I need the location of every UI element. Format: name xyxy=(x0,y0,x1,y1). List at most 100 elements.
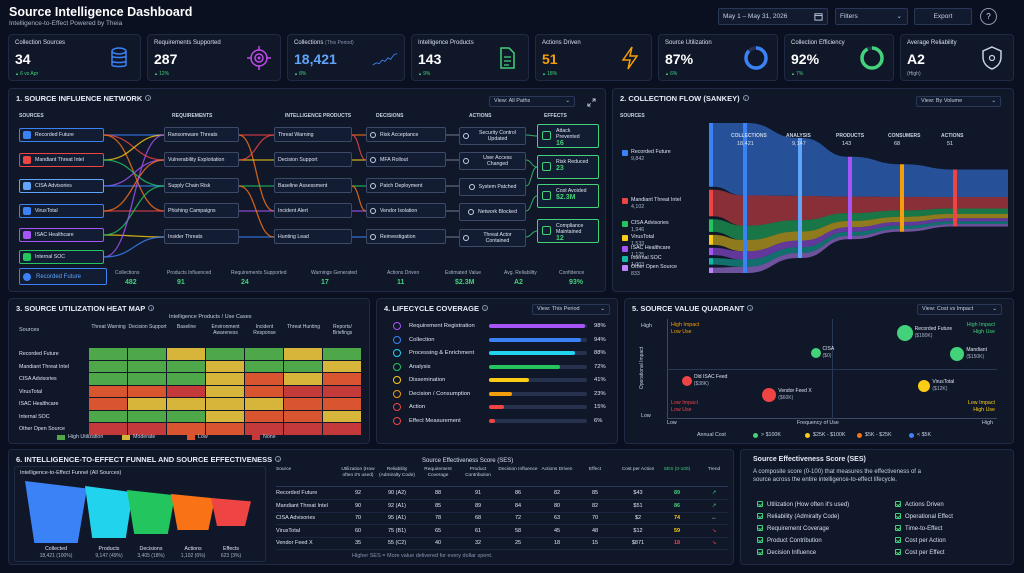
heatmap-cell[interactable] xyxy=(128,385,166,397)
source-node[interactable]: CISA Advisories xyxy=(19,179,104,193)
quadrant-view-select[interactable]: View: Cost vs Impact ⌄ xyxy=(917,304,1002,315)
quadrant-point[interactable] xyxy=(950,347,965,361)
heatmap-cell[interactable] xyxy=(89,423,127,435)
table-row[interactable] xyxy=(276,488,728,500)
table-row[interactable] xyxy=(276,538,728,550)
heatmap-cell[interactable] xyxy=(245,373,283,385)
info-icon[interactable]: i xyxy=(747,305,754,311)
heatmap-cell[interactable] xyxy=(128,348,166,360)
effect-node[interactable]: Risk Reduced 23 xyxy=(537,155,599,179)
kpi-card[interactable]: Collection Efficiency 92% ▲ 7% xyxy=(784,34,894,81)
decision-node[interactable]: Patch Deployment xyxy=(366,178,446,193)
quadrant-point[interactable] xyxy=(810,348,821,358)
action-node[interactable]: System Patched xyxy=(459,178,526,196)
quadrant-point[interactable] xyxy=(762,388,777,402)
table-row[interactable] xyxy=(276,513,728,525)
heatmap-cell[interactable] xyxy=(245,398,283,410)
effect-node[interactable]: Attack Prevented 16 xyxy=(537,124,599,148)
date-range-picker[interactable]: May 1 – May 31, 2026 xyxy=(718,8,828,25)
heatmap-cell[interactable] xyxy=(245,360,283,372)
expand-icon[interactable] xyxy=(587,98,596,107)
source-node[interactable]: Internal SOC xyxy=(19,250,104,264)
effect-node[interactable]: Cost Avoided $2.3M xyxy=(537,184,599,208)
heatmap-cell[interactable] xyxy=(89,398,127,410)
filters-dropdown[interactable]: Filters ⌄ xyxy=(835,8,908,25)
heatmap-cell[interactable] xyxy=(323,410,361,422)
heatmap-cell[interactable] xyxy=(323,360,361,372)
sankey-view-select[interactable]: View: By Volume ⌄ xyxy=(916,96,1001,107)
kpi-card[interactable]: Average Reliability A2 (High) xyxy=(900,34,1014,81)
source-node[interactable]: VirusTotal xyxy=(19,204,104,218)
source-node[interactable]: Mandiant Threat Intel xyxy=(19,153,104,167)
heatmap-cell[interactable] xyxy=(245,410,283,422)
product-node[interactable]: Decision Support xyxy=(274,152,352,167)
heatmap-cell[interactable] xyxy=(167,423,205,435)
effect-node[interactable]: Compliance Maintained 12 xyxy=(537,219,599,243)
kpi-card[interactable]: Collections (This Period) 18,421 ▲ 8% xyxy=(287,34,405,81)
funnel-stage[interactable] xyxy=(85,486,133,538)
heatmap-cell[interactable] xyxy=(167,348,205,360)
funnel-stage[interactable] xyxy=(211,498,251,526)
kpi-card[interactable]: Source Utilization 87% ▲ 6% xyxy=(658,34,778,81)
kpi-card[interactable]: Collection Sources 34 ▲ 6 vs Apr xyxy=(8,34,141,81)
lifecycle-view-select[interactable]: View: This Period ⌄ xyxy=(532,304,610,315)
heatmap-cell[interactable] xyxy=(89,410,127,422)
info-icon[interactable]: i xyxy=(742,95,749,101)
table-row[interactable] xyxy=(276,501,728,513)
heatmap-cell[interactable] xyxy=(245,423,283,435)
heatmap-cell[interactable] xyxy=(284,373,322,385)
info-icon[interactable]: i xyxy=(482,305,489,311)
heatmap-cell[interactable] xyxy=(128,373,166,385)
heatmap-cell[interactable] xyxy=(284,410,322,422)
info-icon[interactable]: i xyxy=(145,95,152,101)
product-node[interactable]: Baseline Assessment xyxy=(274,178,352,193)
heatmap-cell[interactable] xyxy=(89,385,127,397)
heatmap-cell[interactable] xyxy=(128,360,166,372)
help-button[interactable]: ? xyxy=(980,8,997,25)
heatmap-cell[interactable] xyxy=(206,348,244,360)
kpi-card[interactable]: Requirements Supported 287 ▲ 12% xyxy=(147,34,281,81)
quadrant-point[interactable] xyxy=(681,376,692,386)
heatmap-cell[interactable] xyxy=(284,385,322,397)
action-node[interactable]: Threat Actor Contained xyxy=(459,229,526,247)
heatmap-cell[interactable] xyxy=(323,348,361,360)
decision-node[interactable]: Reinvestigation xyxy=(366,229,446,244)
export-button[interactable]: Export xyxy=(914,8,972,25)
funnel-stage[interactable] xyxy=(171,494,215,530)
heatmap-cell[interactable] xyxy=(284,398,322,410)
heatmap-cell[interactable] xyxy=(206,385,244,397)
source-node[interactable]: ISAC Healthcare xyxy=(19,228,104,242)
selected-source-node[interactable]: Recorded Future xyxy=(19,268,107,285)
heatmap-cell[interactable] xyxy=(128,398,166,410)
heatmap-cell[interactable] xyxy=(206,423,244,435)
kpi-card[interactable]: Intelligence Products 143 ▲ 9% xyxy=(411,34,529,81)
heatmap-cell[interactable] xyxy=(284,423,322,435)
action-node[interactable]: User Access Changed xyxy=(459,152,526,170)
quadrant-point[interactable] xyxy=(918,380,931,392)
product-node[interactable]: Threat Warning xyxy=(274,127,352,142)
heatmap-cell[interactable] xyxy=(167,398,205,410)
funnel-stage[interactable] xyxy=(127,490,175,534)
heatmap-cell[interactable] xyxy=(245,348,283,360)
requirement-node[interactable]: Insider Threats xyxy=(164,229,239,244)
heatmap-cell[interactable] xyxy=(284,360,322,372)
kpi-card[interactable]: Actions Driven 51 ▲ 18% xyxy=(535,34,652,81)
funnel-stage[interactable] xyxy=(25,481,87,543)
decision-node[interactable]: MFA Rollout xyxy=(366,152,446,167)
heatmap-cell[interactable] xyxy=(206,373,244,385)
heatmap-cell[interactable] xyxy=(89,373,127,385)
quadrant-point[interactable] xyxy=(896,325,913,341)
source-node[interactable]: Recorded Future xyxy=(19,128,104,142)
info-icon[interactable]: i xyxy=(148,305,155,311)
decision-node[interactable]: Vendor Isolation xyxy=(366,203,446,218)
heatmap-cell[interactable] xyxy=(128,423,166,435)
network-view-select[interactable]: View: All Paths ⌄ xyxy=(489,96,575,107)
heatmap-cell[interactable] xyxy=(323,373,361,385)
heatmap-cell[interactable] xyxy=(206,398,244,410)
heatmap-cell[interactable] xyxy=(167,410,205,422)
heatmap-cell[interactable] xyxy=(128,410,166,422)
heatmap-cell[interactable] xyxy=(323,385,361,397)
requirement-node[interactable]: Vulnerability Exploitation xyxy=(164,152,239,167)
heatmap-cell[interactable] xyxy=(167,373,205,385)
heatmap-cell[interactable] xyxy=(167,385,205,397)
